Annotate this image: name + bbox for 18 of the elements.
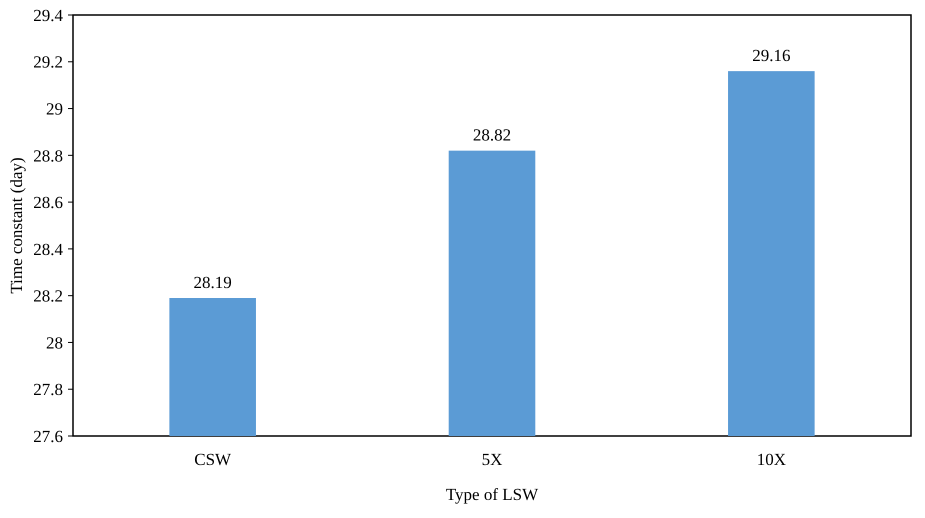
y-tick-label: 27.6 [33, 426, 63, 446]
y-axis-title: Time constant (day) [7, 157, 26, 294]
y-tick-label: 28.4 [33, 240, 64, 259]
y-tick-label: 29.2 [33, 52, 63, 72]
y-tick-label: 28.2 [33, 286, 63, 306]
y-tick-label: 29 [46, 100, 63, 119]
x-tick-label: CSW [194, 450, 232, 469]
y-tick-label: 28 [46, 333, 63, 352]
x-axis-title: Type of LSW [446, 485, 540, 504]
data-label: 29.16 [752, 46, 790, 66]
y-tick-label: 28.6 [33, 193, 63, 212]
x-tick-label: 5X [482, 450, 502, 469]
y-tick-label: 27.8 [33, 380, 63, 400]
data-label: 28.19 [194, 273, 232, 292]
y-tick-label: 29.4 [33, 6, 64, 25]
y-tick-label: 28.8 [33, 146, 63, 166]
data-label: 28.82 [472, 126, 512, 145]
x-tick-label: 10X [756, 450, 786, 469]
